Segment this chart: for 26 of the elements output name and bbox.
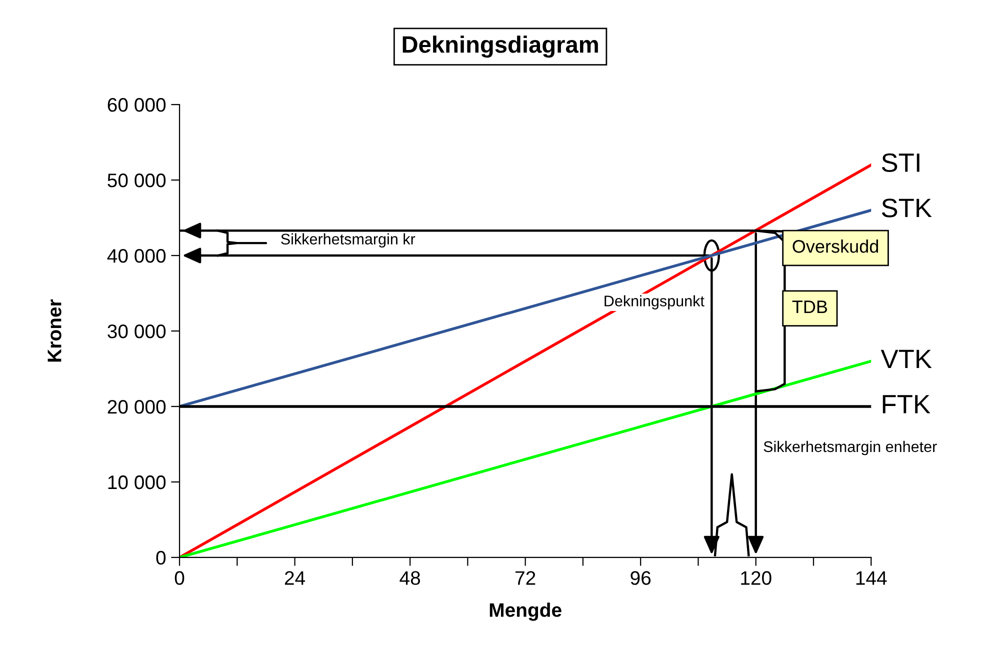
annotation: Sikkerhetsmargin kr [281,233,416,248]
y-tick-label: 30 000 [108,324,166,338]
series-label: STK [882,198,932,218]
y-axis-title: Kroner [48,299,62,362]
chart-title: Dekningsdiagram [402,36,598,58]
series-label: VTK [880,350,932,368]
x-tick-label: 48 [400,571,420,585]
y-tick-label: 20 000 [108,400,166,414]
x-tick-label: 144 [856,571,887,585]
annotation: Sikkerhetsmargin enheter [764,440,937,456]
x-tick-label: 120 [741,571,772,585]
x-tick-label: 96 [630,571,651,585]
annotation: TDB [792,300,828,314]
x-tick-label: 0 [174,571,184,585]
y-tick-label: 50 000 [108,174,166,188]
y-tick-label: 60 000 [108,98,166,112]
x-tick-label: 72 [516,571,536,585]
y-tick-label: 10 000 [108,475,166,490]
y-tick-label: 0 [156,550,166,565]
annotation: Overskudd [792,240,878,253]
x-tick-label: 24 [284,571,306,585]
y-tick-label: 40 000 [107,248,166,263]
series-label: FTK [882,395,930,414]
series-label: STI [882,153,920,172]
annotation: Dekningspunkt [604,295,704,310]
x-axis-title: Mengde [490,602,562,621]
